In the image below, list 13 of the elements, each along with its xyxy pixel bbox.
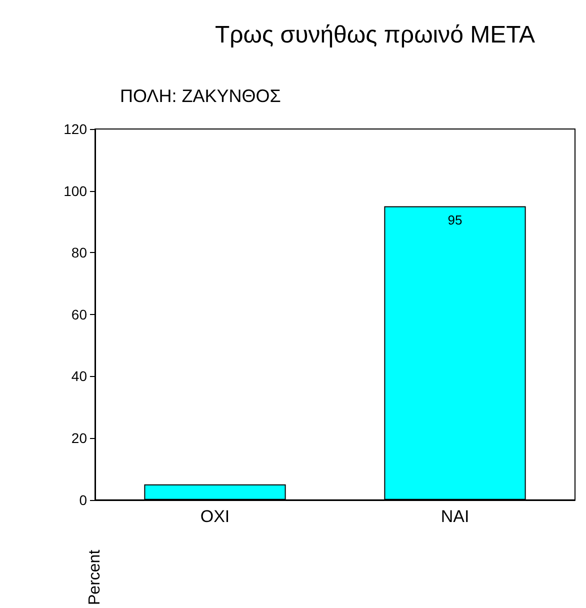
y-tick-label: 120 <box>64 121 88 137</box>
y-tick-label: 80 <box>71 244 88 261</box>
y-tick-label: 0 <box>79 492 88 508</box>
y-tick-label: 20 <box>71 430 88 446</box>
chart-subtitle: ΠΟΛΗ: ΖΑΚΥΝΘΟΣ <box>120 86 281 106</box>
data-label: 95 <box>448 212 462 228</box>
x-tick-label: ΝΑΙ <box>440 506 470 526</box>
x-tick-label: ΟΧΙ <box>200 506 230 526</box>
y-tick-label: 100 <box>64 182 88 199</box>
chart-title: Τρως συνήθως πρωινό ΜΕΤΑ <box>214 22 536 48</box>
y-tick-label: 40 <box>71 368 88 384</box>
y-tick-label: 60 <box>71 306 88 322</box>
y-axis-title: Percent <box>86 549 104 605</box>
